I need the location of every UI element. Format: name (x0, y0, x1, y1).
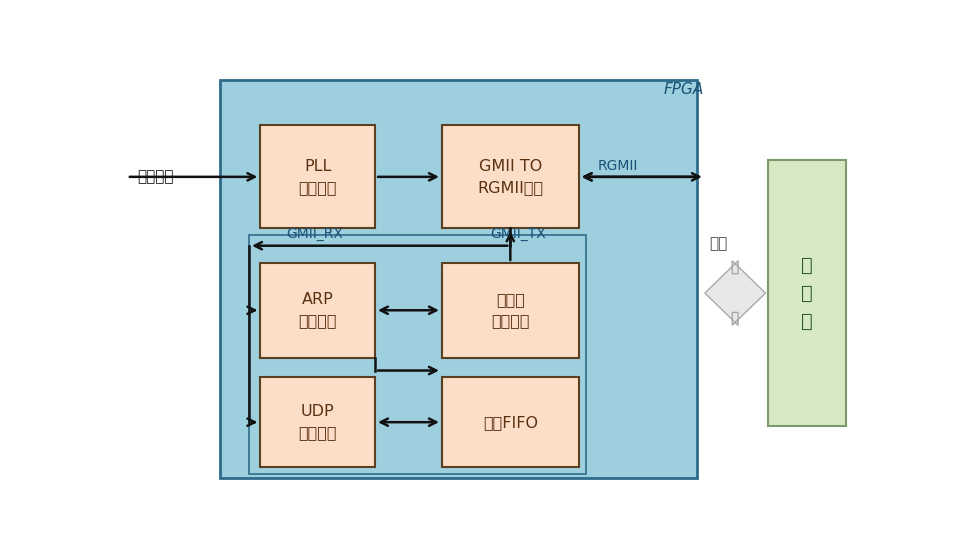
Polygon shape (705, 260, 766, 325)
Text: FPGA: FPGA (664, 82, 705, 97)
FancyBboxPatch shape (220, 80, 698, 478)
Text: GMII_RX: GMII_RX (286, 228, 343, 241)
FancyBboxPatch shape (260, 125, 375, 229)
FancyBboxPatch shape (442, 377, 578, 467)
FancyBboxPatch shape (260, 263, 375, 358)
Text: PLL
时钟模块: PLL 时钟模块 (298, 159, 337, 195)
Text: GMII_TX: GMII_TX (489, 228, 546, 241)
FancyBboxPatch shape (442, 125, 578, 229)
Text: GMII TO
RGMII模块: GMII TO RGMII模块 (477, 159, 543, 195)
Text: ARP
顶层模块: ARP 顶层模块 (298, 292, 337, 328)
Text: 上
位
机: 上 位 机 (801, 255, 813, 330)
Text: UDP
顶层模块: UDP 顶层模块 (298, 404, 337, 440)
FancyBboxPatch shape (260, 377, 375, 467)
FancyBboxPatch shape (442, 263, 578, 358)
Text: 同步FIFO: 同步FIFO (483, 415, 538, 430)
Text: 系统时钟: 系统时钟 (137, 169, 173, 184)
Text: RGMII: RGMII (598, 159, 638, 173)
FancyBboxPatch shape (768, 160, 845, 427)
Text: 网线: 网线 (709, 236, 728, 251)
Text: 以太网
控制模块: 以太网 控制模块 (491, 292, 530, 328)
